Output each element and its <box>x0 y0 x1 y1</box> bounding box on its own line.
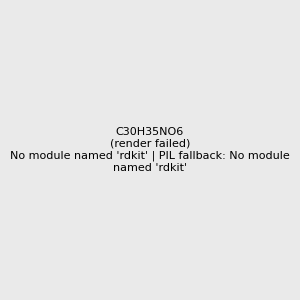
Text: C30H35NO6
(render failed)
No module named 'rdkit' | PIL fallback: No module name: C30H35NO6 (render failed) No module name… <box>10 127 290 173</box>
